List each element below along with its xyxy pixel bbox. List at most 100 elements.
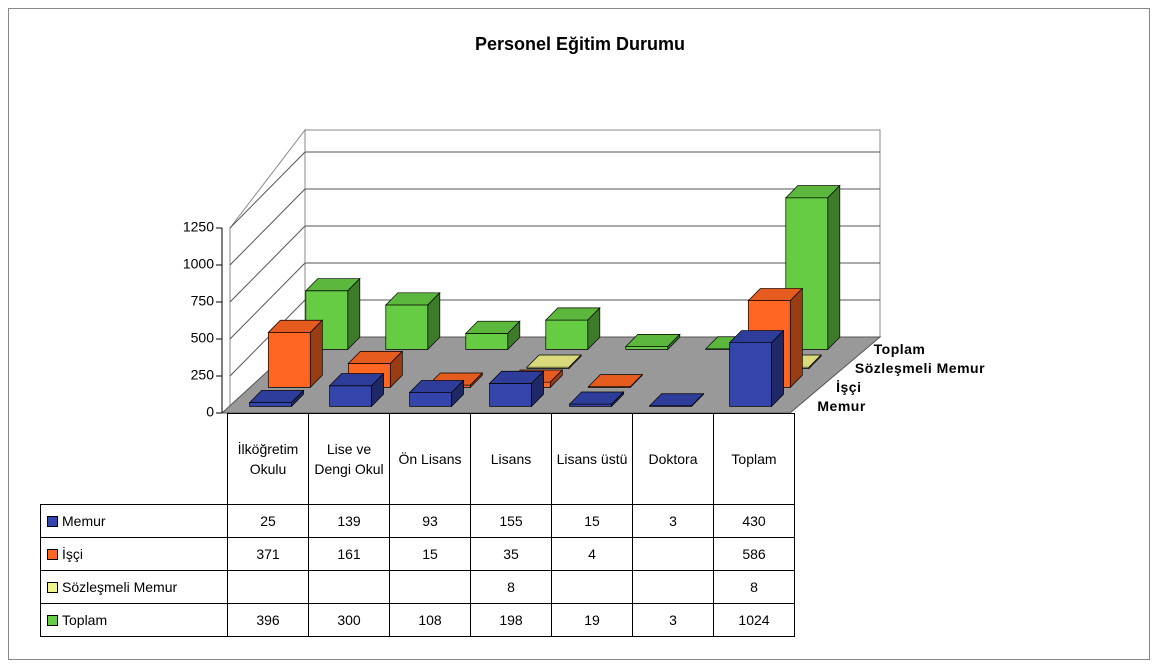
bar xyxy=(648,392,705,408)
legend-label: Memur xyxy=(62,513,106,529)
grid-line xyxy=(229,151,306,229)
table-cell: 198 xyxy=(470,603,552,637)
category-label: Lisans xyxy=(470,413,552,505)
category-label: İlköğretim Okulu xyxy=(227,413,309,505)
table-cell: 155 xyxy=(470,504,552,538)
table-cell: 371 xyxy=(227,537,309,571)
legend-entry: Sözleşmeli Memur xyxy=(40,570,228,604)
bar-side xyxy=(291,389,304,408)
table-cell: 15 xyxy=(551,504,633,538)
bar-front xyxy=(545,319,589,350)
bar-front xyxy=(409,392,452,407)
legend-entry: Toplam xyxy=(40,603,228,637)
table-cell: 15 xyxy=(389,537,471,571)
series-row: Memur 25 139 93 155 15 3 430 xyxy=(40,504,795,538)
y-tick-label: 250 xyxy=(191,367,215,383)
table-cell xyxy=(632,537,714,571)
bar xyxy=(464,320,521,351)
grid-line xyxy=(229,188,306,266)
series-row: İşçi 371 161 15 35 4 586 xyxy=(40,537,795,571)
y-tick-label: 500 xyxy=(191,330,215,346)
legend-entry: Memur xyxy=(40,504,228,538)
category-label: Toplam xyxy=(713,413,795,505)
y-tick-label: 1000 xyxy=(183,256,214,272)
legend-label: Sözleşmeli Memur xyxy=(62,579,178,595)
depth-label: İşçi xyxy=(836,379,861,395)
table-cell: 3 xyxy=(632,504,714,538)
bar-front xyxy=(329,385,372,407)
bar xyxy=(488,370,545,408)
bar-front xyxy=(625,346,669,350)
bar-side xyxy=(629,373,643,389)
table-cell: 8 xyxy=(713,570,795,604)
table-cell xyxy=(389,570,471,604)
bar-front xyxy=(385,304,429,350)
bar-side xyxy=(691,392,704,408)
table-cell: 430 xyxy=(713,504,795,538)
bar-side xyxy=(389,350,403,389)
bar xyxy=(384,291,441,351)
table-cell xyxy=(632,570,714,604)
depth-label: Sözleşmeli Memur xyxy=(855,360,985,376)
bar-side xyxy=(587,307,601,351)
table-cell: 93 xyxy=(389,504,471,538)
legend-swatch xyxy=(47,582,58,593)
grid-line xyxy=(229,299,306,377)
table-cell: 586 xyxy=(713,537,795,571)
table-cell: 108 xyxy=(389,603,471,637)
bar-side xyxy=(371,372,384,408)
bar-side xyxy=(507,320,521,351)
grid-line xyxy=(229,225,306,303)
legend-label: İşçi xyxy=(62,546,83,562)
table-cell: 1024 xyxy=(713,603,795,637)
bar xyxy=(248,389,305,408)
series-row: Sözleşmeli Memur 8 8 xyxy=(40,570,795,604)
table-cell: 161 xyxy=(308,537,390,571)
bar-side xyxy=(451,379,464,408)
legend-swatch xyxy=(47,549,58,560)
data-table: İlköğretim Okulu Lise ve Dengi Okul Ön Lis… xyxy=(40,413,795,637)
table-cell: 19 xyxy=(551,603,633,637)
bar-front xyxy=(729,342,772,407)
table-cell: 4 xyxy=(551,537,633,571)
table-cell: 396 xyxy=(227,603,309,637)
table-cell: 139 xyxy=(308,504,390,538)
depth-label: Memur xyxy=(817,398,865,414)
table-cell xyxy=(551,570,633,604)
bar-side xyxy=(469,372,483,389)
y-tick-label: 750 xyxy=(191,293,215,309)
corner xyxy=(41,414,228,505)
bar-side xyxy=(531,370,544,408)
chart-title: Personel Eğitim Durumu xyxy=(475,34,685,54)
table-cell: 35 xyxy=(470,537,552,571)
grid-line xyxy=(229,262,306,340)
bar xyxy=(568,391,625,408)
legend-entry: İşçi xyxy=(40,537,228,571)
bar-front xyxy=(465,333,509,350)
depth-label: Toplam xyxy=(874,341,926,357)
category-label: Ön Lisans xyxy=(389,413,471,505)
bar xyxy=(267,319,324,389)
legend-swatch xyxy=(47,516,58,527)
series-row: Toplam 396 300 108 198 19 3 1024 xyxy=(40,603,795,637)
bar-side xyxy=(427,291,441,351)
legend-label: Toplam xyxy=(62,612,108,628)
bar-side xyxy=(808,354,822,370)
table-cell: 25 xyxy=(227,504,309,538)
table-cell xyxy=(227,570,309,604)
y-tick-label: 1250 xyxy=(183,219,214,235)
bar-side xyxy=(611,391,624,408)
bar xyxy=(624,333,681,351)
table-cell: 300 xyxy=(308,603,390,637)
category-label: Lisans üstü xyxy=(551,413,633,505)
category-label: Doktora xyxy=(632,413,714,505)
bar xyxy=(328,372,385,408)
bar-side xyxy=(549,369,563,389)
bar-side xyxy=(789,287,803,389)
bar-front xyxy=(489,383,532,407)
y-tick-label: 0 xyxy=(206,404,214,420)
bar-side xyxy=(309,319,323,389)
bar-side xyxy=(667,333,681,351)
